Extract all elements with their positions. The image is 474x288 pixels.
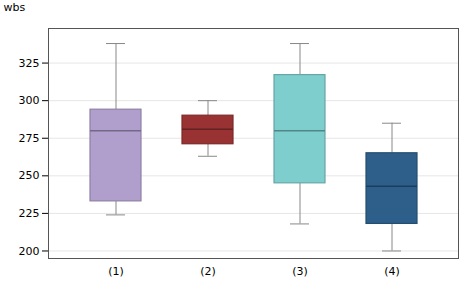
svg-text:250: 250 <box>19 169 40 182</box>
svg-text:(1): (1) <box>108 265 124 278</box>
svg-text:(2): (2) <box>200 265 216 278</box>
svg-text:275: 275 <box>19 132 40 145</box>
svg-text:(3): (3) <box>292 265 308 278</box>
svg-text:225: 225 <box>19 207 40 220</box>
svg-text:200: 200 <box>19 245 40 258</box>
svg-text:325: 325 <box>19 57 40 70</box>
svg-text:300: 300 <box>19 94 40 107</box>
svg-text:wbs: wbs <box>4 1 26 14</box>
svg-text:(4): (4) <box>384 265 400 278</box>
